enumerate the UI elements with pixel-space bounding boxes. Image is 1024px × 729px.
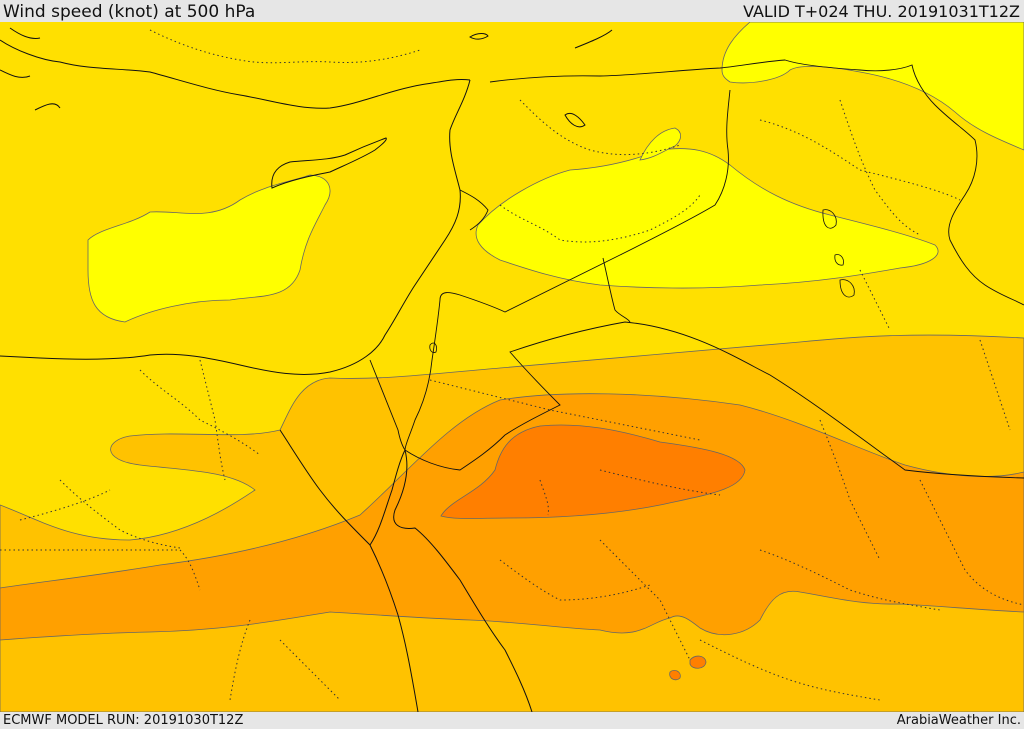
wind-band-highest-spot: [669, 670, 681, 681]
credit-text: ArabiaWeather Inc.: [896, 713, 1021, 728]
coastlines: [0, 27, 613, 712]
wind-band-lowest: [475, 148, 939, 289]
lakes: [429, 209, 855, 353]
wind-speed-map: [0, 22, 1024, 712]
footer-bar: [0, 712, 1024, 729]
regional-boundaries: [0, 29, 1024, 701]
wind-band-lowest: [721, 22, 1024, 151]
wind-band-highest: [440, 424, 746, 519]
valid-time: VALID T+024 THU. 20191031T12Z: [743, 2, 1020, 21]
wind-band-lowest: [639, 127, 682, 161]
map-title: Wind speed (knot) at 500 hPa: [3, 2, 256, 22]
model-run: ECMWF MODEL RUN: 20191030T12Z: [3, 713, 244, 728]
wind-band-lowest: [87, 174, 331, 323]
header-bar: [0, 0, 1024, 22]
wind-band-highest-spot: [689, 655, 707, 669]
national-borders: [369, 59, 1024, 479]
